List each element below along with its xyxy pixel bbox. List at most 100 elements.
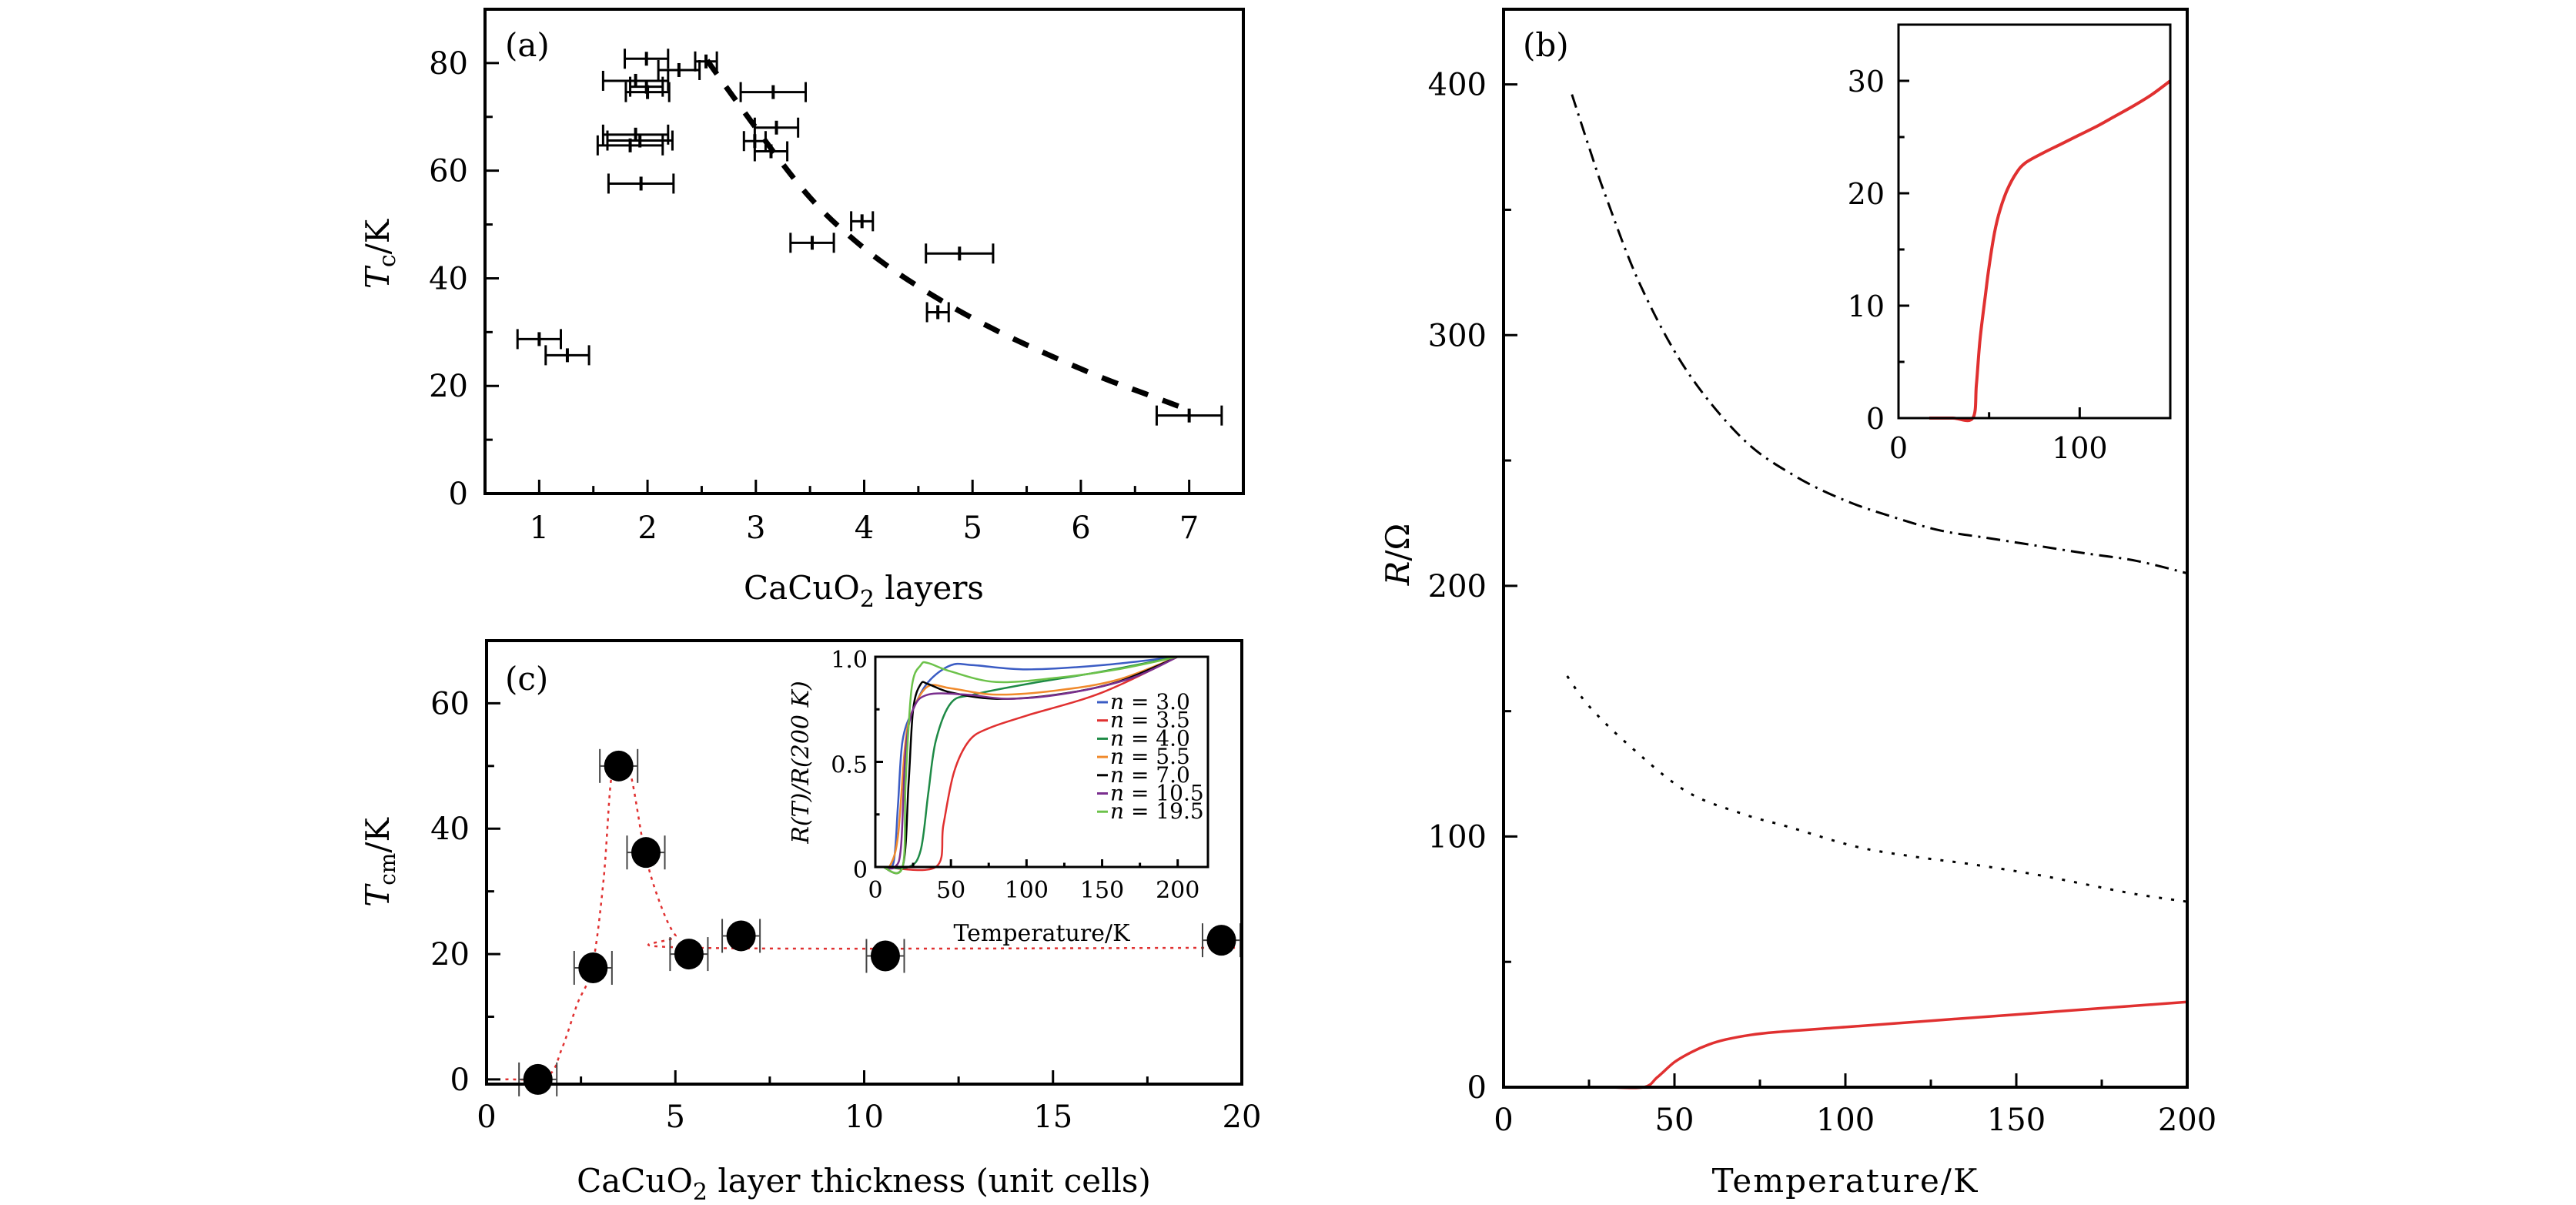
legend-value: = 7.0 xyxy=(1124,762,1190,788)
panel-c-ylabel: Tcm/K xyxy=(359,816,400,906)
panel-c-tag: (c) xyxy=(505,660,548,698)
panel-c-inset-legend-label: n = 3.5 xyxy=(1110,708,1190,733)
panel-b-inset-ytick-label: 0 xyxy=(1866,402,1885,436)
panel-a-data-point xyxy=(789,233,835,253)
panel-c-inset-ytick-label: 0 xyxy=(853,857,868,884)
panel-c-data-point xyxy=(573,950,613,985)
panel-c-inset-legend-label: n = 5.5 xyxy=(1110,744,1190,769)
panel-a-data-point xyxy=(925,243,995,264)
legend-value: = 10.5 xyxy=(1124,781,1204,806)
panel-c-inset-legend-label: n = 4.0 xyxy=(1110,725,1190,751)
panel-c-point-marker xyxy=(604,750,634,782)
panel-c-inset-ylabel: R(T)/R(200 K) xyxy=(788,681,815,844)
legend-variable: n xyxy=(1110,798,1124,824)
panel-a-xtick-label: 3 xyxy=(746,510,765,546)
panel-c-inset-legend-item: n = 5.5 xyxy=(1097,744,1190,769)
panel-c-xtick-label: 5 xyxy=(666,1100,685,1135)
panel-b-inset-ticks: 0 100 0 10 20 30 xyxy=(1848,65,2108,465)
panel-c-inset-xtick-label: 50 xyxy=(936,877,965,904)
panel-a-xlabel-sub: 2 xyxy=(860,586,875,613)
panel-b-ylabel: R/Ω xyxy=(1379,524,1417,587)
panel-c-ylabel-rest: /K xyxy=(359,816,396,852)
panel-a-xtick-label: 6 xyxy=(1071,510,1090,546)
panel-a-data-point xyxy=(601,70,670,91)
panel-a-marks xyxy=(516,49,1223,426)
panel-a-xtick-label: 5 xyxy=(962,510,982,546)
panel-a-ylabel-sub: c xyxy=(374,254,401,267)
panel-b-inset-marks xyxy=(1929,79,2172,423)
panel-a-data-point xyxy=(607,173,675,194)
panel-a-ytick-label: 80 xyxy=(429,46,468,82)
panel-c-inset-legend: n = 3.0n = 3.5n = 4.0n = 5.5n = 7.0n = 1… xyxy=(1097,689,1204,824)
panel-c-xtick-label: 0 xyxy=(477,1100,496,1135)
legend-value: = 3.0 xyxy=(1124,689,1190,715)
panel-a-data-point xyxy=(657,59,701,80)
panel-c-point-marker xyxy=(726,920,756,952)
panel-b-inset-ytick-label: 30 xyxy=(1848,65,1885,99)
panel-b-ytick-label: 200 xyxy=(1428,569,1487,604)
panel-b-xtick-label: 100 xyxy=(1816,1103,1875,1138)
panel-a-data-point xyxy=(624,82,671,102)
panel-a-xtick-label: 2 xyxy=(637,510,657,546)
panel-c-data-point xyxy=(518,1062,558,1096)
panel-c-inset-ytick-label: 0.5 xyxy=(831,752,868,779)
panel-c-inset-xtick-label: 150 xyxy=(1080,877,1124,904)
panel-c-ytick-label: 0 xyxy=(450,1063,470,1098)
panel-c-inset-legend-label: n = 7.0 xyxy=(1110,762,1190,788)
panel-b-inset-ytick-label: 20 xyxy=(1848,177,1885,211)
panel-c-xlabel-main: CaCuO xyxy=(577,1162,693,1200)
panel-b-inset-xtick-label: 0 xyxy=(1889,431,1908,465)
panel-b-inset-frame xyxy=(1897,23,2172,420)
legend-value: = 5.5 xyxy=(1124,744,1190,769)
panel-a-data-point xyxy=(624,49,670,69)
panel-a-data-point xyxy=(925,302,950,323)
panel-a-data-point xyxy=(596,135,664,156)
panel-b-inset-bg xyxy=(1899,25,2170,418)
panel-c-inset-ytick-label: 1.0 xyxy=(831,647,868,674)
legend-value: = 4.0 xyxy=(1124,725,1190,751)
legend-value: = 3.5 xyxy=(1124,708,1190,733)
panel-a-ticks: 1 2 3 4 5 6 7 0 20 40 60 80 xyxy=(429,46,1199,546)
panel-a-data-point xyxy=(544,345,590,366)
panel-a-ylabel-main: T xyxy=(359,265,396,289)
panel-a-xtick-label: 1 xyxy=(530,510,549,546)
panel-a-ylabel-rest: /K xyxy=(359,218,396,254)
panel-b-tag: (b) xyxy=(1523,26,1569,64)
panel-a-xtick-label: 4 xyxy=(855,510,874,546)
panel-c-inset-xtick-label: 0 xyxy=(868,877,882,904)
panel-c-inset-series xyxy=(882,655,1178,875)
panel-c-point-marker xyxy=(631,837,661,869)
panel-c-point-marker xyxy=(578,952,608,983)
panel-b-series-solid xyxy=(1564,1000,2188,1090)
panel-a-ytick-label: 40 xyxy=(429,261,468,296)
panel-c-inset-legend-label: n = 3.0 xyxy=(1110,689,1190,715)
panel-c-ylabel-sub: cm xyxy=(375,853,400,885)
panel-c-xtick-label: 20 xyxy=(1223,1100,1262,1135)
panel-c-point-marker xyxy=(1206,925,1236,956)
panel-b-inset-ytick-label: 10 xyxy=(1848,290,1885,323)
panel-c-data-point xyxy=(669,937,709,972)
panel-b-xtick-label: 150 xyxy=(1987,1103,2046,1138)
panel-c-point-marker xyxy=(870,940,900,972)
panel-c-inset-legend-label: n = 10.5 xyxy=(1110,781,1204,806)
panel-c-data-point xyxy=(865,939,905,973)
legend-variable: n xyxy=(1110,781,1124,806)
panel-b-series-dotted xyxy=(1566,675,2188,903)
panel-a-xtick-label: 7 xyxy=(1179,510,1199,546)
panel-c-inset-legend-label: n = 19.5 xyxy=(1110,798,1204,824)
panel-a-data-point xyxy=(1155,405,1223,426)
panel-a-ytick-label: 20 xyxy=(429,369,468,404)
panel-b-ylabel-rest: /Ω xyxy=(1379,524,1417,561)
panel-a-ytick-label: 60 xyxy=(429,154,468,189)
panel-c-xtick-label: 15 xyxy=(1033,1100,1072,1135)
panel-c-xlabel: CaCuO2 layer thickness (unit cells) xyxy=(577,1162,1151,1205)
panel-a-ytick-label: 0 xyxy=(449,477,468,512)
panel-b-xtick-label: 50 xyxy=(1655,1103,1694,1138)
panel-b-inset: 0 100 0 10 20 30 xyxy=(1848,23,2172,465)
